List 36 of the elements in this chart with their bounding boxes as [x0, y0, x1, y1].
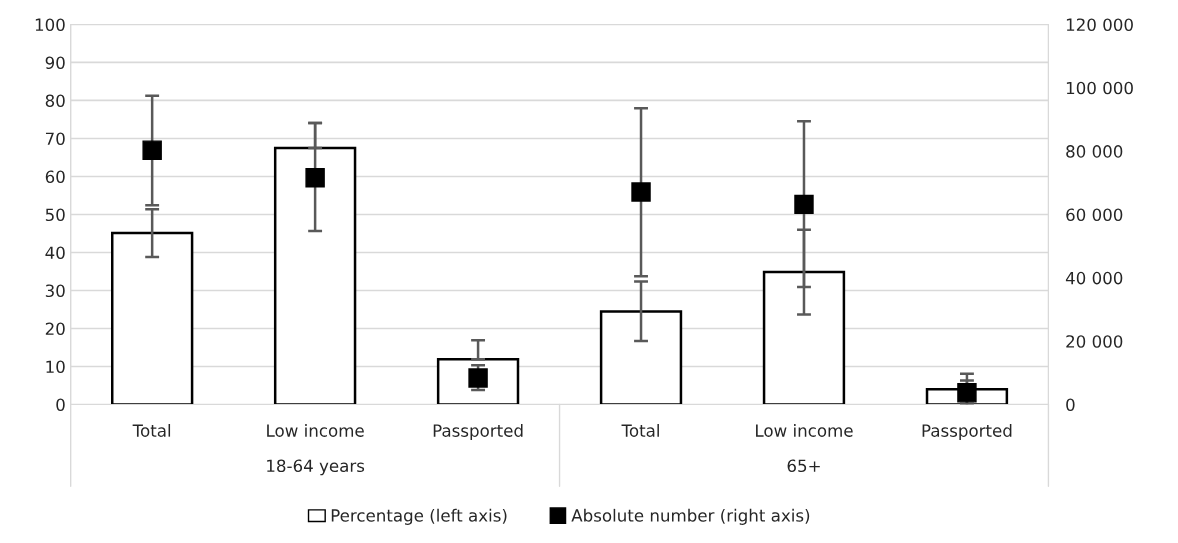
y2-tick-label: 100 000	[1066, 81, 1133, 95]
y-tick-label: 40	[45, 246, 65, 260]
point	[305, 168, 325, 188]
legend-label: Absolute number (right axis)	[571, 508, 810, 525]
y2-tick-label: 60 000	[1066, 208, 1123, 222]
text: 65+	[787, 459, 820, 473]
bar	[762, 270, 846, 405]
text: 18-64 years	[267, 459, 365, 476]
y-tick-label: 90	[45, 56, 65, 70]
point	[142, 140, 162, 160]
x-tick-label: Passported	[433, 423, 523, 441]
y-tick-label: 30	[45, 284, 65, 298]
y2-tick-label: 40 000	[1065, 271, 1123, 285]
y-tick-label: 20	[45, 322, 65, 336]
y2-tick-label: 120 000	[1066, 18, 1133, 31]
x-tick-label: Total	[621, 423, 659, 437]
x-tick-label: Low income	[267, 423, 364, 437]
y2-tick-label: 80 000	[1066, 145, 1123, 158]
y-tick-label: 60	[45, 170, 65, 184]
x-tick-label: Total	[132, 423, 171, 437]
bar	[599, 310, 683, 405]
y-tick-label: 10	[46, 360, 65, 374]
x-tick-label: Low income	[756, 423, 853, 437]
y-tick-label: 80	[45, 94, 65, 108]
x-tick-label: Passported	[922, 423, 1012, 441]
y2-tick-label: 20 000	[1066, 335, 1123, 348]
point	[631, 182, 651, 202]
y-tick-label: 70	[45, 132, 65, 146]
point	[794, 194, 814, 215]
legend-label: Percentage (left axis)	[331, 508, 507, 525]
bar	[273, 146, 357, 405]
bar	[110, 231, 194, 405]
y-tick-label: 100	[35, 18, 65, 31]
y-tick-label: 0	[56, 398, 65, 412]
y2-tick-label: 0	[1066, 398, 1075, 412]
y-tick-label: 50	[45, 208, 65, 222]
